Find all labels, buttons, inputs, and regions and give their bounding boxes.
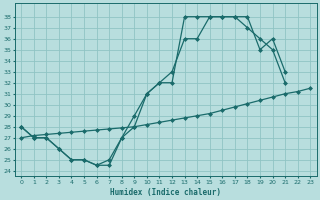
X-axis label: Humidex (Indice chaleur): Humidex (Indice chaleur) xyxy=(110,188,221,197)
